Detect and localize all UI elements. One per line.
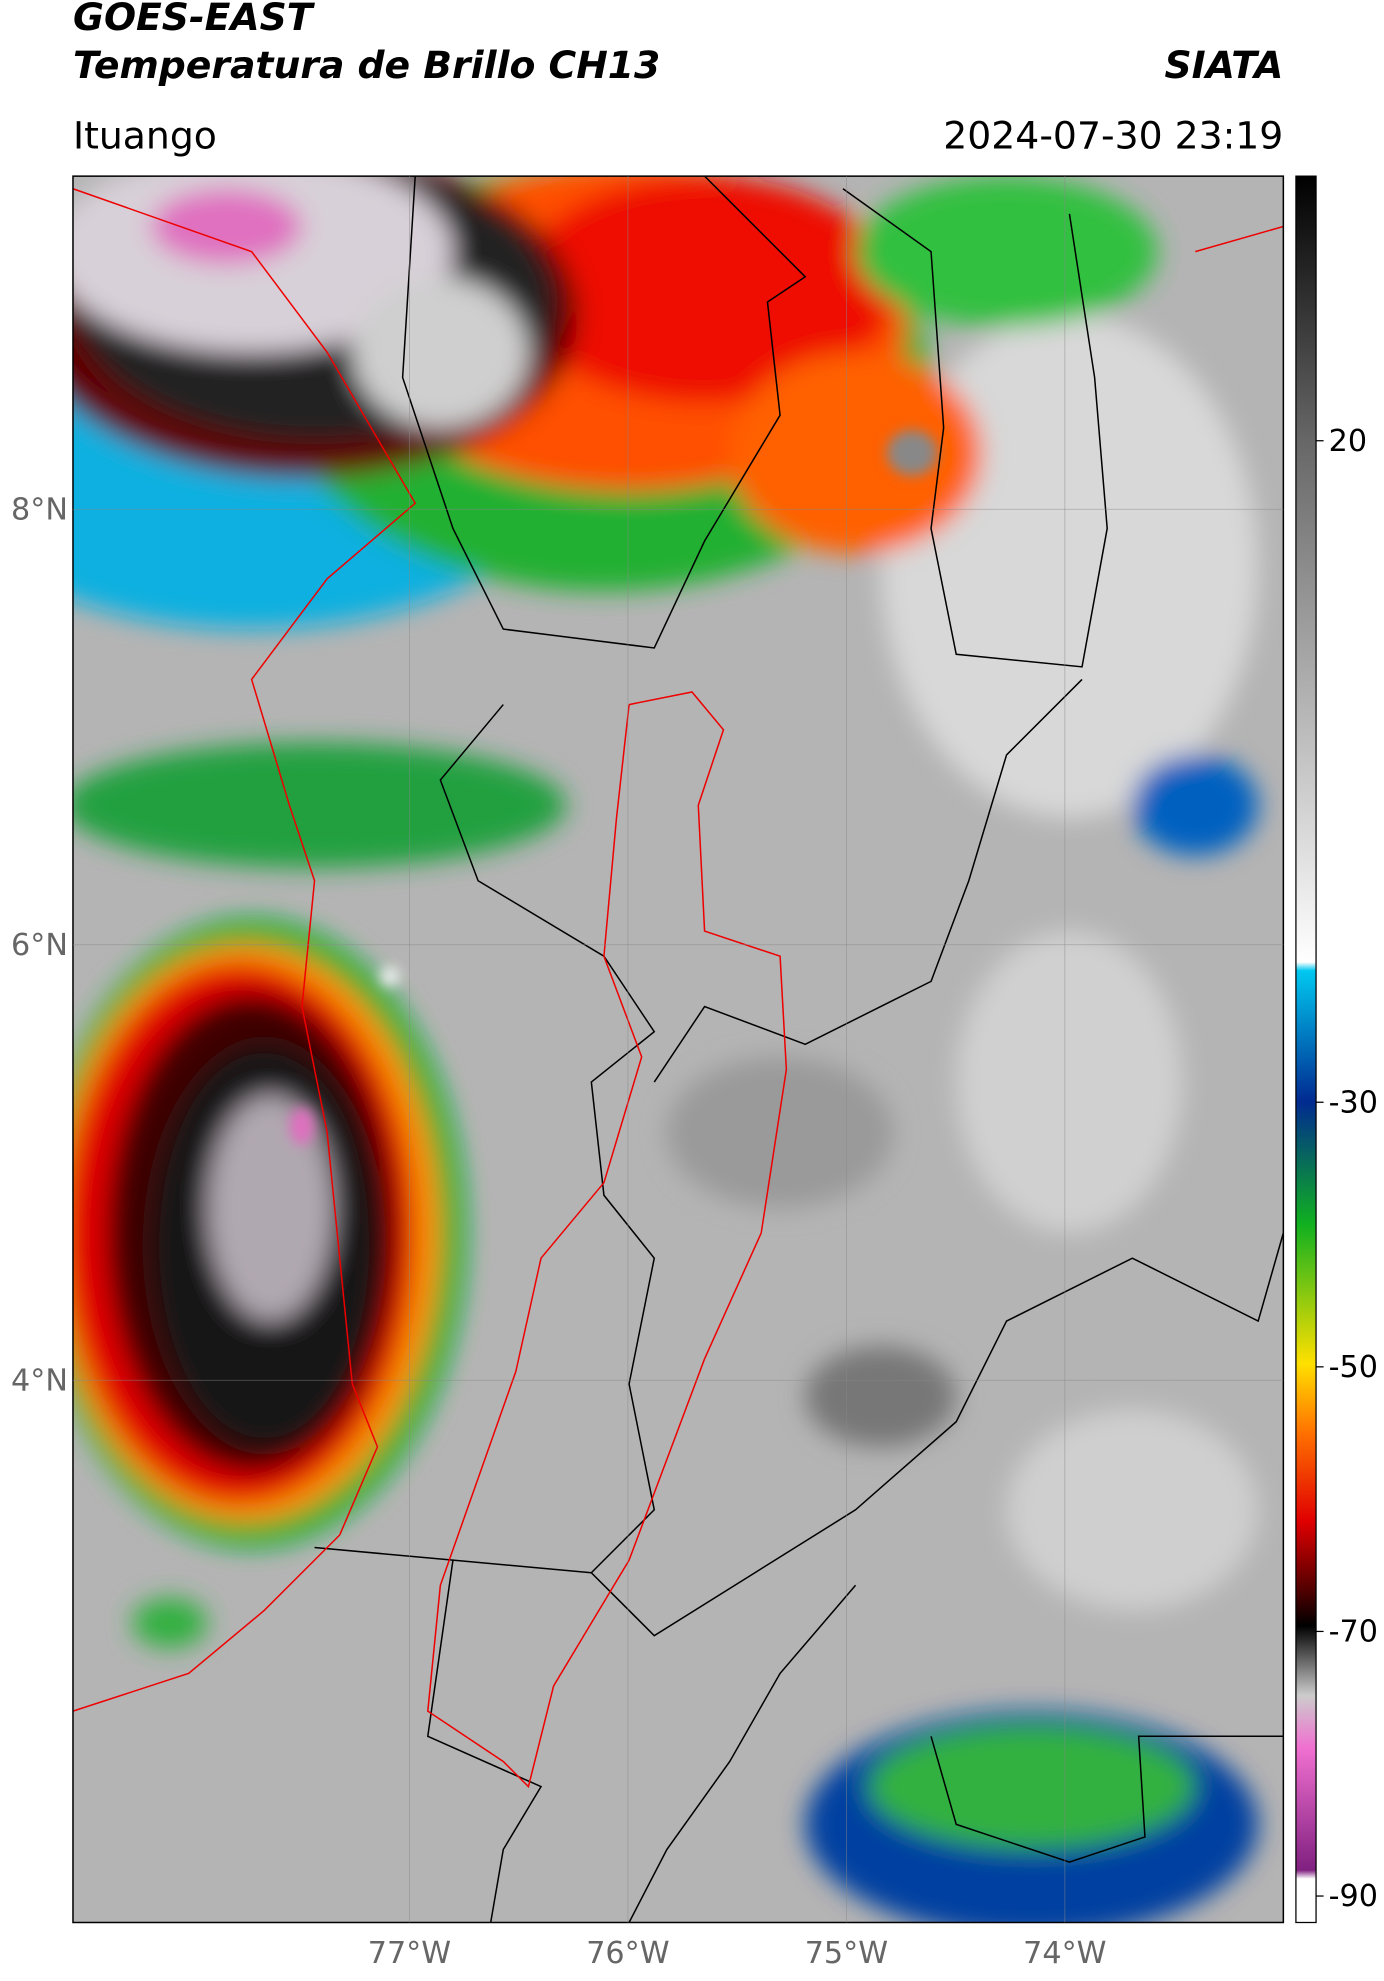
lat-label: 6°N — [11, 928, 68, 963]
map-frame — [72, 175, 1285, 1924]
colorbar-tick-label: -30 — [1329, 1085, 1378, 1120]
lon-label: 77°W — [368, 1936, 451, 1971]
location: Ituango — [73, 113, 217, 157]
colorbar-ticks: 20 -30 -50 -70 -90 — [1316, 424, 1378, 1914]
lon-label: 74°W — [1023, 1936, 1106, 1971]
title: GOES-EAST — [73, 0, 316, 39]
lon-label: 76°W — [586, 1936, 669, 1971]
boundaries — [72, 176, 1284, 1923]
colorbar-tick-label: -90 — [1329, 1879, 1378, 1914]
datetime: 2024-07-30 23:19 — [943, 113, 1283, 157]
colorbar-tick-label: -70 — [1329, 1615, 1378, 1650]
satellite-image — [72, 176, 1284, 1923]
lat-label: 8°N — [11, 492, 68, 527]
source: SIATA — [1165, 43, 1284, 87]
lon-label: 75°W — [805, 1936, 888, 1971]
lat-label: 4°N — [11, 1363, 68, 1398]
graticule: 8°N 6°N 4°N 77°W 76°W 75°W 74°W — [11, 176, 1284, 1971]
subtitle: Temperatura de Brillo CH13 — [73, 43, 660, 87]
colorbar-tick-label: 20 — [1329, 424, 1367, 459]
colorbar — [1295, 175, 1317, 1924]
colorbar-tick-label: -50 — [1329, 1350, 1378, 1385]
